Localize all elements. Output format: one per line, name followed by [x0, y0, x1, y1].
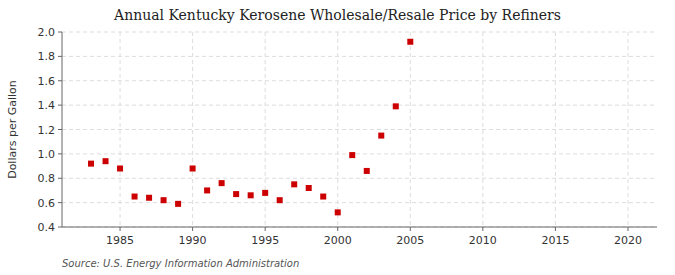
- point: [219, 180, 225, 186]
- tick-label: 1.2: [38, 124, 56, 137]
- point: [277, 197, 283, 203]
- point: [291, 181, 297, 187]
- point: [349, 152, 355, 158]
- point: [364, 168, 370, 174]
- point: [161, 197, 167, 203]
- tick-label: 1.4: [38, 99, 56, 112]
- point: [248, 192, 254, 198]
- point: [117, 166, 123, 172]
- tick-label: 1995: [251, 234, 279, 247]
- chart: 0.4 0.6 0.8 1.0 1.2 1.4 1.6 1.8 2.0 1985 1990 1995 2…: [0, 0, 675, 275]
- tick: [58, 202, 62, 203]
- y-axis-line: [62, 32, 63, 227]
- tick: [58, 32, 62, 33]
- tick-label: 1.0: [38, 148, 56, 161]
- grid-line: [62, 153, 657, 154]
- tick-label: 2020: [614, 234, 642, 247]
- grid-line: [555, 32, 556, 227]
- point: [88, 161, 94, 167]
- point: [306, 185, 312, 191]
- grid-line: [482, 32, 483, 227]
- tick: [192, 227, 193, 231]
- point: [262, 190, 268, 196]
- point: [204, 187, 210, 193]
- points: [88, 39, 413, 216]
- tick: [120, 227, 121, 231]
- background: [0, 0, 675, 275]
- grid: [62, 32, 657, 227]
- tick-label: 0.4: [38, 221, 56, 234]
- point: [393, 103, 399, 109]
- point: [378, 133, 384, 139]
- point: [335, 209, 341, 215]
- grid-line: [192, 32, 193, 227]
- tick: [58, 129, 62, 130]
- tick-label: 1985: [106, 234, 134, 247]
- grid-line: [62, 56, 657, 57]
- grid-line: [62, 178, 657, 179]
- tick-label: 2005: [396, 234, 424, 247]
- grid-line: [337, 32, 338, 227]
- y-axis-label: Dollars per Gallon: [6, 80, 19, 179]
- tick: [627, 227, 628, 231]
- grid-line: [265, 32, 266, 227]
- x-axis-line: [62, 227, 657, 228]
- tick: [337, 227, 338, 231]
- tick: [58, 56, 62, 57]
- tick: [265, 227, 266, 231]
- tick-label: 2.0: [38, 26, 56, 39]
- grid-line: [62, 80, 657, 81]
- tick: [58, 227, 62, 228]
- tick-label: 0.6: [38, 197, 56, 210]
- tick-label: 1.6: [38, 75, 56, 88]
- tick: [555, 227, 556, 231]
- tick-label: 0.8: [38, 172, 56, 185]
- grid-line: [410, 32, 411, 227]
- tick: [58, 153, 62, 154]
- tick: [58, 80, 62, 81]
- grid-line: [62, 227, 657, 228]
- point: [233, 191, 239, 197]
- tick-label: 2010: [469, 234, 497, 247]
- grid-line: [62, 105, 657, 106]
- grid-line: [627, 32, 628, 227]
- tick-label: 2015: [541, 234, 569, 247]
- grid-line: [62, 129, 657, 130]
- point: [407, 39, 413, 45]
- grid-line: [120, 32, 121, 227]
- tick: [58, 105, 62, 106]
- tick: [482, 227, 483, 231]
- axes: 0.4 0.6 0.8 1.0 1.2 1.4 1.6 1.8 2.0 1985 1990 1995 2…: [38, 26, 658, 247]
- grid-line: [62, 32, 657, 33]
- grid-line: [62, 202, 657, 203]
- point: [320, 194, 326, 200]
- point: [190, 166, 196, 172]
- tick-label: 1990: [179, 234, 207, 247]
- tick-label: 2000: [324, 234, 352, 247]
- point: [132, 194, 138, 200]
- tick: [58, 178, 62, 179]
- point: [146, 195, 152, 201]
- tick: [410, 227, 411, 231]
- point: [175, 201, 181, 207]
- source-note: Source: U.S. Energy Information Administ…: [62, 258, 299, 269]
- point: [103, 158, 109, 164]
- title: Annual Kentucky Kerosene Wholesale/Resal…: [113, 7, 561, 23]
- tick-label: 1.8: [38, 50, 56, 63]
